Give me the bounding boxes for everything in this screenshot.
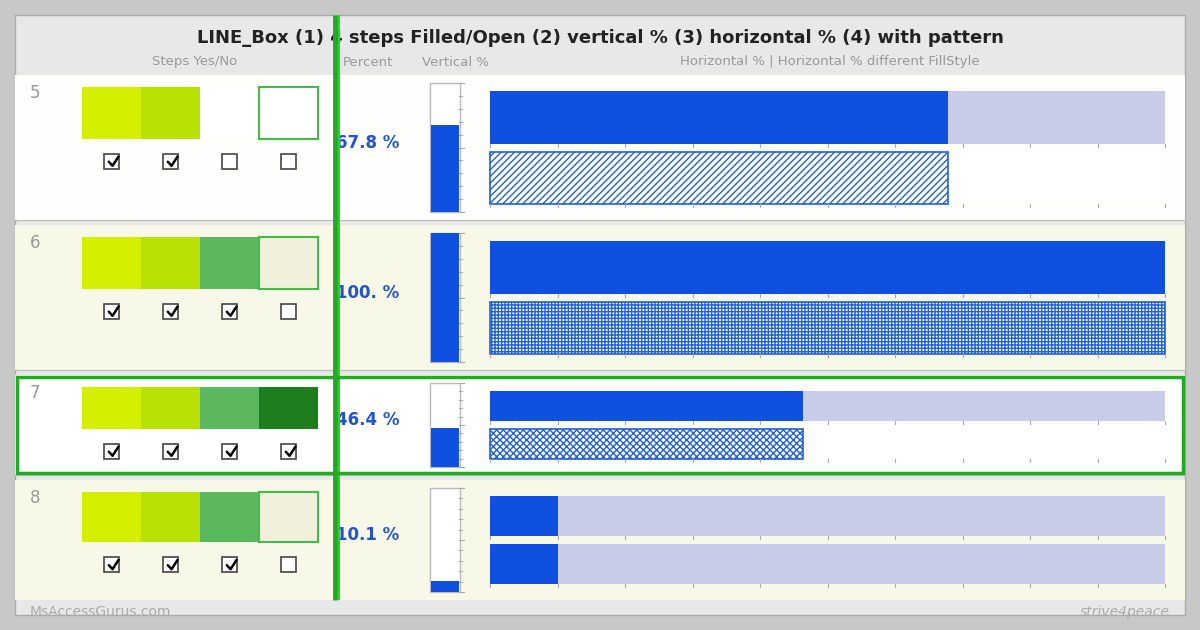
Bar bbox=[490, 241, 1165, 294]
Bar bbox=[490, 496, 1165, 536]
Bar bbox=[490, 151, 948, 204]
Text: MsAccessGurus.com: MsAccessGurus.com bbox=[30, 605, 172, 619]
Bar bbox=[430, 383, 460, 467]
Text: Vertical %: Vertical % bbox=[421, 55, 488, 69]
Bar bbox=[142, 237, 200, 289]
Bar bbox=[82, 237, 142, 289]
Bar bbox=[163, 304, 178, 319]
Bar bbox=[104, 444, 119, 459]
Bar bbox=[490, 496, 558, 536]
Bar bbox=[104, 304, 119, 319]
Bar bbox=[259, 492, 318, 542]
Bar bbox=[222, 154, 238, 168]
Text: 5: 5 bbox=[30, 84, 41, 102]
Text: LINE_Box (1) 4 steps Filled/Open (2) vertical % (3) horizontal % (4) with patter: LINE_Box (1) 4 steps Filled/Open (2) ver… bbox=[197, 29, 1003, 47]
Bar bbox=[222, 557, 238, 572]
Bar bbox=[281, 154, 296, 168]
Bar bbox=[142, 87, 200, 139]
Bar bbox=[259, 387, 318, 429]
Bar bbox=[142, 387, 200, 429]
Bar bbox=[259, 492, 318, 542]
Text: 46.4 %: 46.4 % bbox=[336, 411, 400, 429]
Bar bbox=[82, 492, 142, 542]
Bar bbox=[259, 87, 318, 139]
Bar bbox=[163, 557, 178, 572]
Bar bbox=[104, 557, 119, 572]
Bar bbox=[490, 544, 1165, 584]
Bar bbox=[490, 91, 1165, 144]
Bar bbox=[430, 233, 460, 362]
Text: Horizontal % | Horizontal % different FillStyle: Horizontal % | Horizontal % different Fi… bbox=[680, 55, 980, 69]
Bar bbox=[142, 492, 200, 542]
Bar bbox=[490, 391, 1165, 421]
Bar bbox=[82, 387, 142, 429]
Bar bbox=[104, 154, 119, 168]
Bar bbox=[281, 557, 296, 572]
Bar bbox=[490, 91, 948, 144]
Bar bbox=[431, 125, 458, 212]
Bar bbox=[490, 241, 1165, 294]
Bar bbox=[430, 488, 460, 592]
Bar bbox=[200, 387, 259, 429]
Bar bbox=[200, 492, 259, 542]
Bar bbox=[490, 429, 1165, 459]
Bar bbox=[490, 302, 1165, 354]
Bar bbox=[490, 391, 803, 421]
Bar bbox=[490, 302, 1165, 354]
Text: 6: 6 bbox=[30, 234, 41, 252]
Bar bbox=[200, 237, 259, 289]
Bar bbox=[490, 429, 803, 459]
Bar bbox=[14, 480, 1186, 600]
Text: 100. %: 100. % bbox=[336, 284, 400, 302]
Bar bbox=[14, 225, 1186, 370]
Bar bbox=[281, 444, 296, 459]
Bar bbox=[163, 444, 178, 459]
Bar bbox=[14, 375, 1186, 475]
Bar bbox=[259, 237, 318, 289]
Bar bbox=[17, 377, 1183, 473]
Bar bbox=[259, 237, 318, 289]
Bar bbox=[490, 544, 558, 584]
Bar bbox=[14, 75, 1186, 220]
Text: Percent: Percent bbox=[343, 55, 394, 69]
Text: 10.1 %: 10.1 % bbox=[336, 526, 400, 544]
Bar bbox=[431, 581, 458, 592]
Bar bbox=[200, 87, 259, 139]
Text: 67.8 %: 67.8 % bbox=[336, 134, 400, 151]
Bar bbox=[222, 304, 238, 319]
Bar bbox=[222, 444, 238, 459]
Bar bbox=[490, 151, 1165, 204]
Bar bbox=[281, 304, 296, 319]
Text: Steps Yes/No: Steps Yes/No bbox=[152, 55, 238, 69]
Bar bbox=[430, 83, 460, 212]
Text: 7: 7 bbox=[30, 384, 41, 402]
Bar bbox=[431, 428, 458, 467]
Bar bbox=[163, 154, 178, 168]
Text: strive4peace: strive4peace bbox=[1080, 605, 1170, 619]
Bar bbox=[259, 87, 318, 139]
Text: 8: 8 bbox=[30, 489, 41, 507]
Bar bbox=[82, 87, 142, 139]
Bar bbox=[431, 233, 458, 362]
